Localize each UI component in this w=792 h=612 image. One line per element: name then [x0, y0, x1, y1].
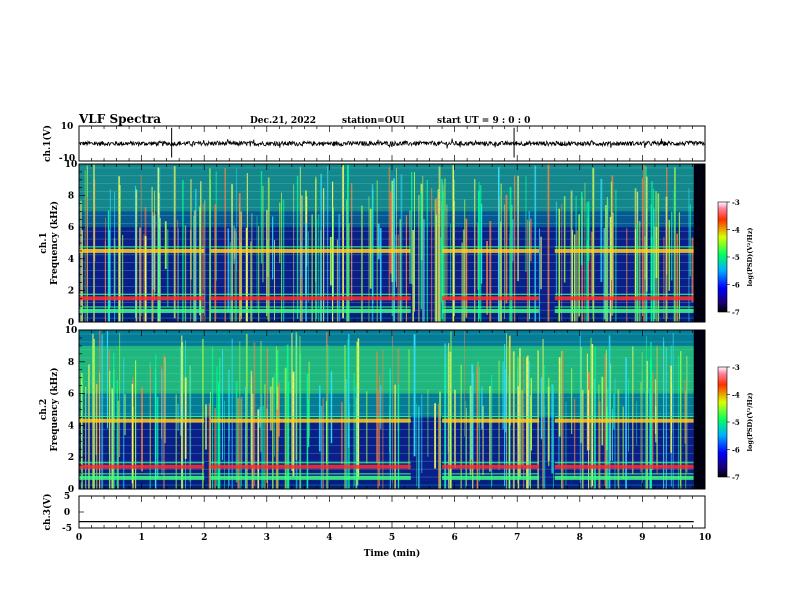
freq-tick-label: 0	[68, 485, 74, 495]
colorbar-tick-label: -5	[732, 253, 740, 262]
freq-tick-label: 6	[68, 223, 74, 233]
frequency-band	[210, 248, 411, 253]
start-time-label: start UT = 9 : 0 : 0	[437, 116, 530, 126]
colorbar-scale	[717, 366, 728, 478]
frequency-band	[210, 296, 411, 301]
no-data-region	[693, 164, 705, 322]
x-tick-label: 8	[577, 533, 583, 543]
frequency-band	[442, 296, 540, 301]
frequency-band	[442, 418, 540, 423]
freq-tick-label: 2	[68, 453, 74, 463]
ch3-ylabel: ch.3(V)	[42, 494, 53, 531]
ch1-wave-ytick-label: 10	[61, 122, 74, 132]
frequency-band	[554, 296, 694, 301]
colorbar-tick-label: -4	[732, 226, 740, 235]
frequency-band	[442, 464, 540, 469]
ch1-spectrogram-panel: 0 2 4 6 8 10 ch.1 Frequency (kHz)	[39, 160, 706, 328]
ch1-waveform-panel: 10 -10 ch.1(V)	[42, 122, 706, 164]
freq-tick-label: 6	[68, 390, 74, 400]
freq-tick-label: 4	[68, 255, 74, 265]
frequency-band	[210, 475, 411, 480]
colorbar-tick-label: -7	[732, 308, 740, 317]
x-tick-label: 2	[201, 533, 207, 543]
frequency-band	[210, 418, 411, 423]
no-data-region	[693, 330, 705, 489]
frequency-band	[442, 475, 540, 480]
ch2-spectrogram-panel: 0 2 4 6 8 10 ch.2 Frequency (kHz)	[39, 326, 706, 495]
x-tick-label: 9	[639, 533, 645, 543]
colorbar-tick-label: -6	[732, 446, 740, 455]
x-tick-label: 6	[451, 533, 457, 543]
frequency-band	[79, 464, 205, 469]
colorbar-tick-label: -6	[732, 281, 740, 290]
freq-tick-label: 10	[65, 160, 78, 170]
frequency-band	[554, 418, 694, 423]
frequency-band	[210, 308, 411, 313]
frequency-band	[79, 475, 205, 480]
ch3-ytick-label: -5	[62, 524, 72, 534]
frequency-axis-label: Frequency (kHz)	[49, 201, 60, 285]
frequency-band	[79, 296, 205, 301]
freq-tick-label: 0	[68, 318, 74, 328]
station-label: station=OUI	[342, 116, 405, 126]
colorbar-scale	[717, 201, 728, 313]
colorbar-label: log(PSD)(V²/Hz)	[746, 228, 754, 287]
ch1-waveform-line	[78, 138, 706, 149]
x-tick-label: 5	[389, 533, 395, 543]
colorbar-tick-label: -3	[732, 363, 740, 372]
colorbar-label: log(PSD)(V²/Hz)	[746, 393, 754, 452]
frequency-band	[554, 308, 694, 313]
x-tick-label: 1	[138, 533, 144, 543]
frequency-band	[79, 308, 205, 313]
ch3-ytick-label: 0	[64, 508, 70, 518]
frequency-band	[442, 308, 540, 313]
x-tick-label: 3	[264, 533, 270, 543]
frequency-axis-label: Frequency (kHz)	[49, 367, 60, 451]
colorbar-tick-label: -7	[732, 473, 740, 482]
ch1-wave-ylabel: ch.1(V)	[42, 125, 53, 162]
frequency-band	[79, 248, 205, 253]
x-tick-label: 7	[514, 533, 520, 543]
freq-tick-label: 8	[68, 358, 74, 368]
x-axis-label: Time (min)	[364, 548, 421, 559]
figure-title: VLF Spectra	[78, 112, 161, 126]
frequency-band	[442, 248, 540, 253]
ch1-wave-ytick-label: -10	[59, 154, 75, 164]
ch2-colorbar: -3 -4 -5 -6 -7 log(PSD)(V²/Hz)	[717, 363, 754, 482]
frequency-band	[554, 475, 694, 480]
frequency-band	[210, 464, 411, 469]
ch1-colorbar: -3 -4 -5 -6 -7 log(PSD)(V²/Hz)	[717, 198, 754, 317]
ch3-waveform-panel: 0 1 2 3 4 5 6 7 8 9 10 5 0 -5 ch.3(V)	[42, 492, 711, 543]
frequency-band	[554, 464, 694, 469]
frequency-band	[79, 418, 205, 423]
emission-haze	[79, 345, 705, 394]
frequency-band	[554, 248, 694, 253]
channel-label: ch.2	[39, 399, 49, 420]
x-tick-label: 0	[76, 533, 82, 543]
freq-tick-label: 10	[65, 326, 78, 336]
freq-tick-label: 4	[68, 421, 74, 431]
x-tick-label: 4	[326, 533, 332, 543]
ch3-ytick-label: 5	[64, 492, 70, 502]
channel-label: ch.1	[39, 232, 49, 253]
colorbar-tick-label: -4	[732, 391, 740, 400]
colorbar-tick-label: -5	[732, 418, 740, 427]
freq-tick-label: 8	[68, 192, 74, 202]
freq-tick-label: 2	[68, 286, 74, 296]
x-tick-label: 10	[699, 533, 712, 543]
colorbar-tick-label: -3	[732, 198, 740, 207]
date-label: Dec.21, 2022	[250, 116, 316, 126]
